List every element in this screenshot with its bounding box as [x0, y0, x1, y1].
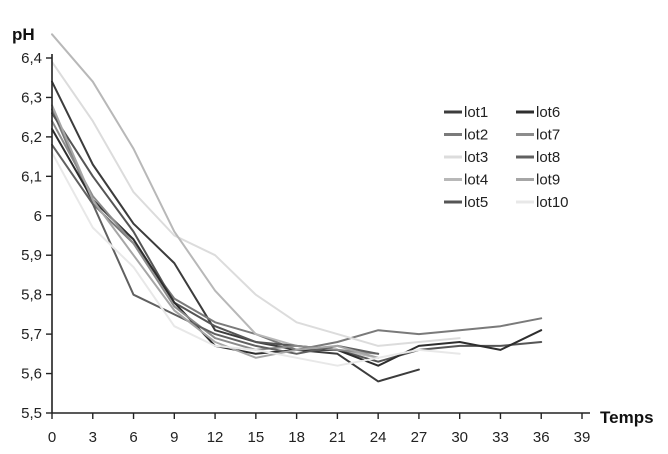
legend-label-lot3: lot3 [464, 149, 488, 166]
y-tick-label: 5,9 [21, 247, 42, 264]
legend-label-lot4: lot4 [464, 172, 488, 189]
x-tick-label: 3 [89, 429, 97, 446]
axes-layer [51, 54, 590, 414]
legend: lot1 lot2 lot3 lot4 lot5 lot6 lot7 lot8 lot9 lot1… [444, 104, 569, 211]
legend-label-lot9: lot9 [536, 172, 560, 189]
y-tick-label: 6,3 [21, 89, 42, 106]
ticks-layer: 5,55,65,75,85,966,16,26,36,40 3 6 9 12 15 18 21… [21, 50, 590, 446]
x-tick-label: 0 [48, 429, 56, 446]
legend-label-lot10: lot10 [536, 194, 569, 211]
legend-label-lot7: lot7 [536, 127, 560, 144]
x-tick-label: 27 [411, 429, 428, 446]
series-line-lot3 [51, 60, 461, 347]
x-tick-label: 18 [288, 429, 305, 446]
series-line-lot4 [51, 33, 380, 359]
series-line-lot8 [51, 143, 380, 355]
x-tick-label: 15 [248, 429, 265, 446]
y-tick-label: 5,7 [21, 326, 42, 343]
x-axis-title: Temps [600, 408, 654, 427]
y-tick-label: 5,5 [21, 405, 42, 422]
series-line-lot9 [51, 104, 380, 359]
legend-label-lot2: lot2 [464, 127, 488, 144]
legend-label-lot6: lot6 [536, 104, 560, 121]
series-line-lot10 [51, 151, 461, 367]
x-tick-label: 6 [129, 429, 137, 446]
series-line-lot1 [51, 80, 420, 383]
series-line-lot7 [51, 120, 380, 355]
y-tick-label: 6 [34, 208, 42, 225]
legend-label-lot8: lot8 [536, 149, 560, 166]
y-axis-title: pH [12, 25, 35, 44]
x-tick-label: 12 [207, 429, 224, 446]
y-tick-label: 6,4 [21, 50, 42, 67]
x-tick-label: 30 [451, 429, 468, 446]
series-line-lot2 [51, 108, 543, 351]
x-tick-label: 21 [329, 429, 346, 446]
x-tick-label: 33 [492, 429, 509, 446]
y-tick-label: 5,8 [21, 287, 42, 304]
x-tick-label: 9 [170, 429, 178, 446]
y-tick-label: 6,1 [21, 168, 42, 185]
x-tick-label: 24 [370, 429, 387, 446]
legend-label-lot5: lot5 [464, 194, 488, 211]
x-tick-label: 39 [574, 429, 591, 446]
x-tick-label: 36 [533, 429, 550, 446]
series-layer [51, 33, 543, 383]
legend-label-lot1: lot1 [464, 104, 488, 121]
y-tick-label: 6,2 [21, 129, 42, 146]
y-tick-label: 5,6 [21, 366, 42, 383]
